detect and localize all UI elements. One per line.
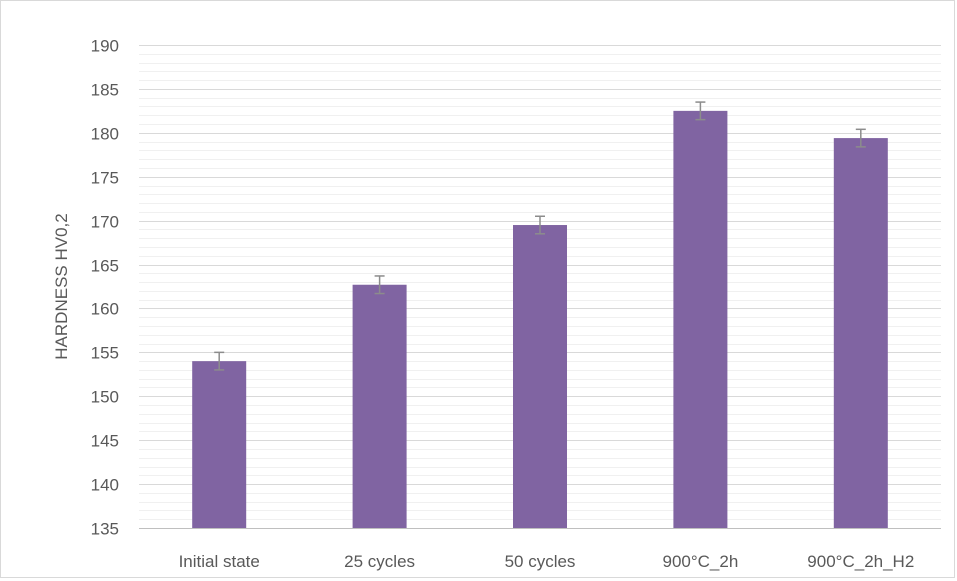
- bar: [192, 361, 247, 528]
- x-tick-labels: Initial state 25 cycles 50 cycles 900°C_2h 9…: [179, 552, 915, 571]
- x-tick-label: 900°C_2h: [662, 552, 738, 571]
- y-tick-label: 155: [91, 344, 119, 363]
- y-axis-title: HARDNESS HV0,2: [52, 213, 71, 359]
- y-tick-label: 150: [91, 388, 119, 407]
- y-tick-label: 170: [91, 213, 119, 232]
- error-bar: [855, 128, 866, 148]
- y-tick-label: 175: [91, 169, 119, 188]
- x-tick-label: 50 cycles: [505, 552, 576, 571]
- bar: [673, 110, 728, 528]
- y-tick-label: 185: [91, 81, 119, 100]
- y-tick-label: 165: [91, 257, 119, 276]
- y-tick-label: 180: [91, 125, 119, 144]
- error-bar: [535, 215, 545, 235]
- bars: [192, 110, 888, 528]
- x-tick-label: Initial state: [179, 552, 260, 571]
- error-bars: [214, 101, 866, 371]
- y-tick-label: 190: [91, 37, 119, 56]
- y-tick-label: 135: [91, 520, 119, 539]
- x-tick-label: 25 cycles: [344, 552, 415, 571]
- bar: [833, 138, 888, 528]
- y-tick-label: 160: [91, 300, 119, 319]
- y-tick-label: 145: [91, 432, 119, 451]
- error-bar: [695, 101, 706, 121]
- y-tick-labels: 135 140 145 150 155 160 165 170 175 180 185 190: [91, 37, 119, 539]
- x-tick-label: 900°C_2h_H2: [807, 552, 914, 571]
- y-tick-label: 140: [91, 476, 119, 495]
- bar: [513, 225, 567, 528]
- error-bar: [374, 275, 385, 295]
- bar: [352, 284, 407, 528]
- error-bar: [214, 351, 225, 371]
